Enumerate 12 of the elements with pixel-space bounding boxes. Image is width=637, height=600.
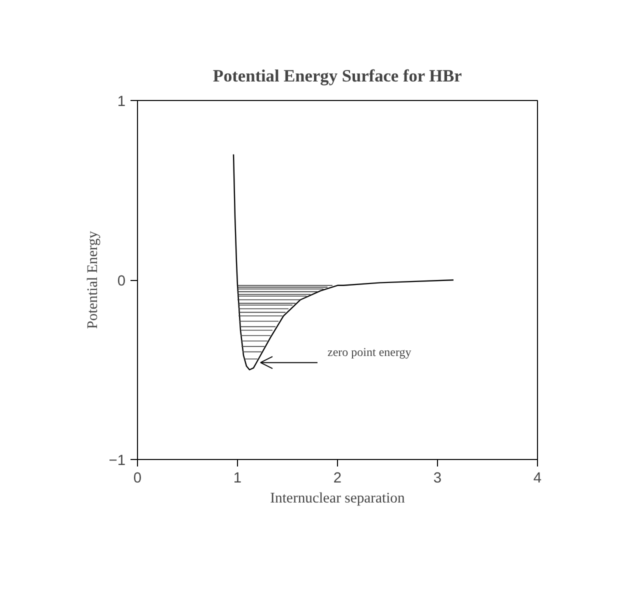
chart-title: Potential Energy Surface for HBr — [212, 66, 462, 86]
y-tick-label: −1 — [108, 453, 126, 469]
x-tick-label: 2 — [333, 470, 342, 486]
y-tick-label: 0 — [117, 274, 126, 290]
x-tick-label: 1 — [233, 470, 242, 486]
x-tick-label: 0 — [133, 470, 142, 486]
y-axis-title: Potential Energy — [84, 230, 101, 329]
x-tick-label: 3 — [433, 470, 442, 486]
x-axis-title: Internuclear separation — [270, 490, 406, 506]
y-tick-label: 1 — [117, 94, 126, 110]
x-tick-label: 4 — [533, 470, 542, 486]
annotation: zero point energy — [328, 344, 412, 359]
